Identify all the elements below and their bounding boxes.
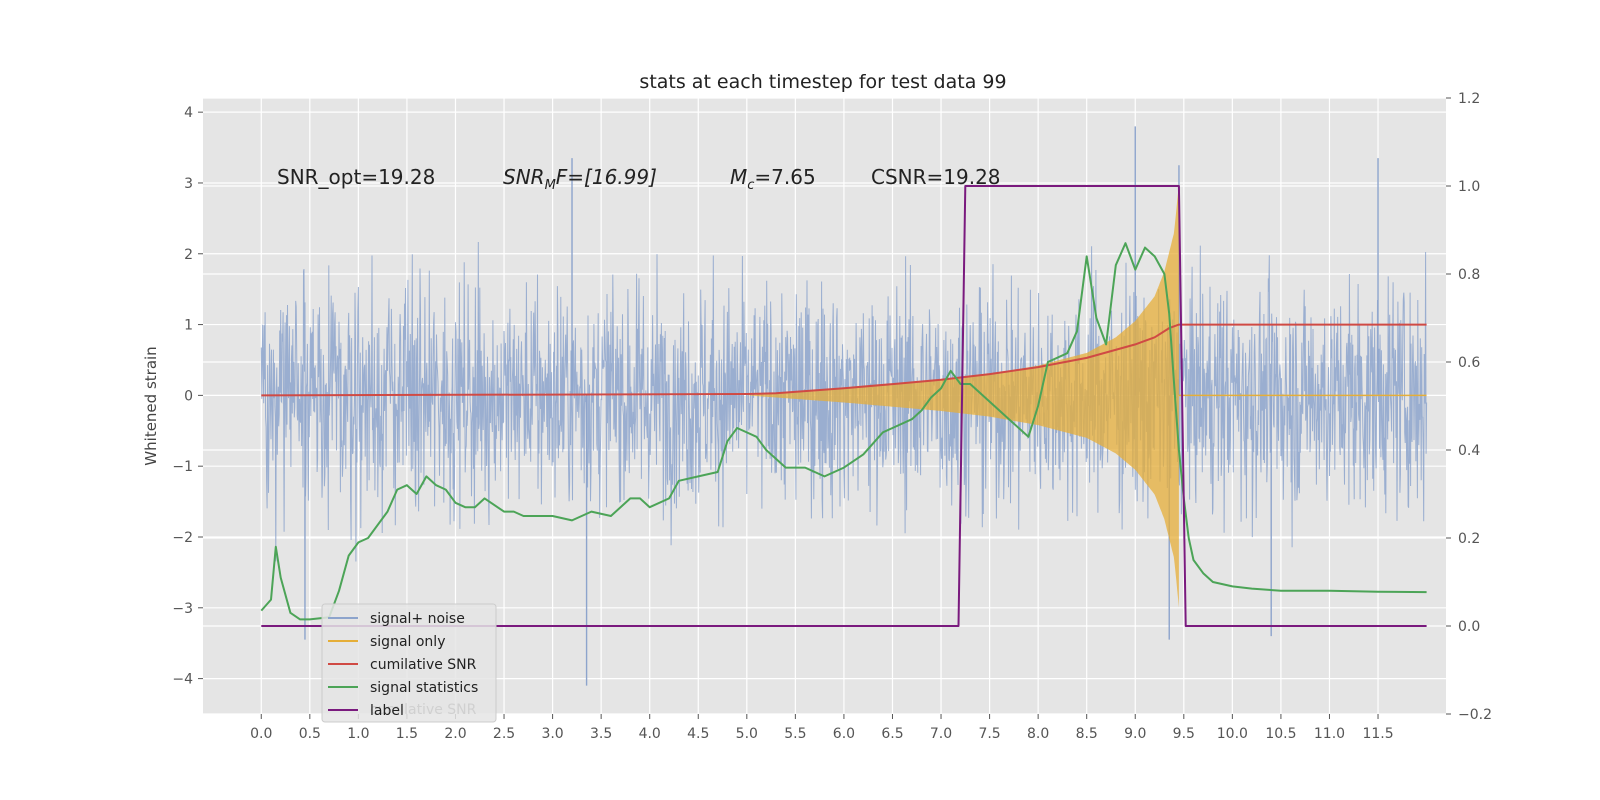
signal-noise-trace bbox=[260, 241, 1428, 562]
legend-box bbox=[321, 603, 497, 723]
y-tick-label-right: 0.2 bbox=[1458, 531, 1480, 547]
series-signal-statistics bbox=[260, 242, 1427, 621]
y-tick-label-right: 1.2 bbox=[1458, 91, 1480, 107]
y-tick-label-left: 2 bbox=[184, 247, 193, 263]
y-tick-label-left: −3 bbox=[172, 601, 193, 617]
x-tick-label: 8.0 bbox=[1027, 726, 1049, 742]
x-tick-label: 4.0 bbox=[639, 726, 661, 742]
x-tick-label: 4.5 bbox=[687, 726, 709, 742]
x-tick-label: 10.5 bbox=[1265, 726, 1296, 742]
x-tick-label: 2.0 bbox=[444, 726, 466, 742]
y-tick-label-right: 0.8 bbox=[1458, 267, 1480, 283]
x-tick-label: 3.5 bbox=[590, 726, 612, 742]
x-tick-label: 5.0 bbox=[736, 726, 758, 742]
annotation-snr-opt: SNR_opt=19.28 bbox=[277, 165, 435, 189]
x-tick-label: 0.5 bbox=[299, 726, 321, 742]
y-tick-label-left: −2 bbox=[172, 530, 193, 546]
x-tick-label: 11.0 bbox=[1314, 726, 1345, 742]
cumilative-snr-line bbox=[261, 323, 1427, 397]
y-tick-label-left: 0 bbox=[184, 388, 193, 404]
legend-ghost-text: cumilative SNR bbox=[370, 702, 477, 718]
axes: 0.0 0.5 1.0 1.5 2.0 2.5 3.0 3.5 4.0 4.5 5.0 5.5 6.0 6… bbox=[172, 91, 1492, 742]
legend-label-signal-only: signal only bbox=[370, 634, 445, 650]
x-tick-label: 3.0 bbox=[541, 726, 563, 742]
annotation-csnr: CSNR=19.28 bbox=[871, 165, 1001, 189]
x-tick-label: 2.5 bbox=[493, 726, 515, 742]
y-tick-label-left: 4 bbox=[184, 105, 193, 121]
legend: cumilative SNR signal+ noise signal only… bbox=[321, 603, 497, 723]
y-tick-label-right: 1.0 bbox=[1458, 179, 1480, 195]
series-cumilative-snr bbox=[261, 323, 1427, 397]
y-tick-label-right: 0.0 bbox=[1458, 619, 1480, 635]
y-axis-label: Whitened strain bbox=[142, 346, 160, 465]
x-tick-label: 6.5 bbox=[881, 726, 903, 742]
legend-label-cumilative-snr: cumilative SNR bbox=[370, 657, 477, 673]
legend-label-label: label bbox=[370, 703, 404, 719]
chart-title: stats at each timestep for test data 99 bbox=[639, 71, 1006, 93]
legend-label-signal-noise: signal+ noise bbox=[370, 611, 465, 627]
x-tick-label: 9.5 bbox=[1173, 726, 1195, 742]
y-tick-label-left: −1 bbox=[172, 459, 193, 475]
x-tick-label: 8.5 bbox=[1076, 726, 1098, 742]
y-tick-label-left: 3 bbox=[184, 176, 193, 192]
x-tick-label: 1.0 bbox=[347, 726, 369, 742]
x-tick-label: 7.5 bbox=[978, 726, 1000, 742]
x-tick-label: 0.0 bbox=[250, 726, 272, 742]
annotation-mc: Mc=7.65 bbox=[730, 165, 816, 193]
legend-label-signal-statistics: signal statistics bbox=[370, 680, 478, 696]
y-tick-label-left: −4 bbox=[172, 672, 193, 688]
x-tick-label: 7.0 bbox=[930, 726, 952, 742]
x-tick-label: 11.5 bbox=[1362, 726, 1393, 742]
x-tick-label: 5.5 bbox=[784, 726, 806, 742]
x-tick-label: 9.0 bbox=[1124, 726, 1146, 742]
signal-statistics-line bbox=[260, 242, 1427, 621]
annotation-snr-mf: SNRMF=[16.99] bbox=[503, 165, 657, 193]
y-tick-label-right: −0.2 bbox=[1458, 707, 1492, 723]
y-tick-label-right: 0.6 bbox=[1458, 355, 1480, 371]
x-tick-label: 1.5 bbox=[396, 726, 418, 742]
y-tick-label-right: 0.4 bbox=[1458, 443, 1480, 459]
x-tick-label: 10.0 bbox=[1217, 726, 1248, 742]
x-tick-label: 6.0 bbox=[833, 726, 855, 742]
series-label bbox=[261, 185, 1427, 627]
y-tick-label-left: 1 bbox=[184, 318, 193, 334]
label-line bbox=[261, 185, 1427, 627]
